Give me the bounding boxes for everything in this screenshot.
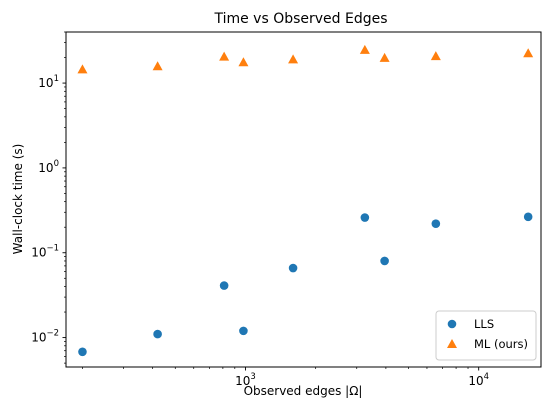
x-tick-label-exponent: 3 (250, 372, 255, 382)
legend-marker (447, 339, 457, 348)
axes-frame (65, 31, 542, 368)
ml-point (288, 54, 299, 64)
legend-label: ML (ours) (474, 337, 528, 351)
y-tick-label-base: 10 (38, 76, 53, 90)
lls-point (288, 263, 298, 273)
legend-label: LLS (474, 317, 494, 331)
lls-point (219, 281, 229, 290)
y-tick-label: 10−1 (31, 244, 59, 260)
y-tick-label-base: 10 (31, 331, 46, 345)
x-axis-label: Observed edges |Ω| (244, 384, 363, 398)
lls-point (78, 347, 87, 357)
plot-area (77, 44, 534, 357)
y-tick-label: 101 (38, 74, 59, 90)
lls-point (431, 219, 441, 228)
series-triangle (77, 44, 534, 74)
legend-box (435, 310, 537, 361)
x-axis: 103 104 (82, 367, 489, 388)
x-tick-label-exponent: 4 (484, 372, 489, 382)
lls-point (360, 213, 370, 222)
x-tick-label-base: 10 (468, 374, 483, 388)
y-tick-label: 100 (38, 159, 59, 175)
series-circle (78, 212, 533, 357)
ml-point (219, 51, 230, 61)
legend-marker (447, 319, 457, 329)
lls-point (523, 212, 533, 222)
y-tick-label: 10−2 (31, 329, 59, 345)
x-tick-label: 104 (468, 372, 489, 388)
ml-point (359, 44, 370, 54)
y-axis-label: Wall-clock time (s) (11, 144, 25, 255)
lls-point (153, 329, 162, 339)
y-tick-label-exponent: 0 (54, 159, 59, 169)
y-tick-label-base: 10 (38, 161, 53, 175)
chart-title: Time vs Observed Edges (213, 11, 387, 27)
ml-point (430, 51, 441, 61)
legend: LLS ML (ours) (435, 310, 537, 361)
ml-point (238, 57, 249, 67)
y-tick-label-base: 10 (31, 246, 46, 260)
ml-point (523, 48, 534, 58)
ml-point (379, 52, 390, 62)
ml-point (152, 61, 163, 71)
x-tick-label: 103 (235, 372, 256, 388)
y-tick-label-exponent: −1 (46, 244, 59, 254)
lls-point (239, 326, 248, 336)
x-tick-label-base: 10 (235, 374, 250, 388)
ml-point (77, 64, 88, 74)
lls-point (380, 256, 389, 266)
y-tick-label-exponent: 1 (54, 74, 59, 84)
y-tick-label-exponent: −2 (46, 329, 59, 339)
